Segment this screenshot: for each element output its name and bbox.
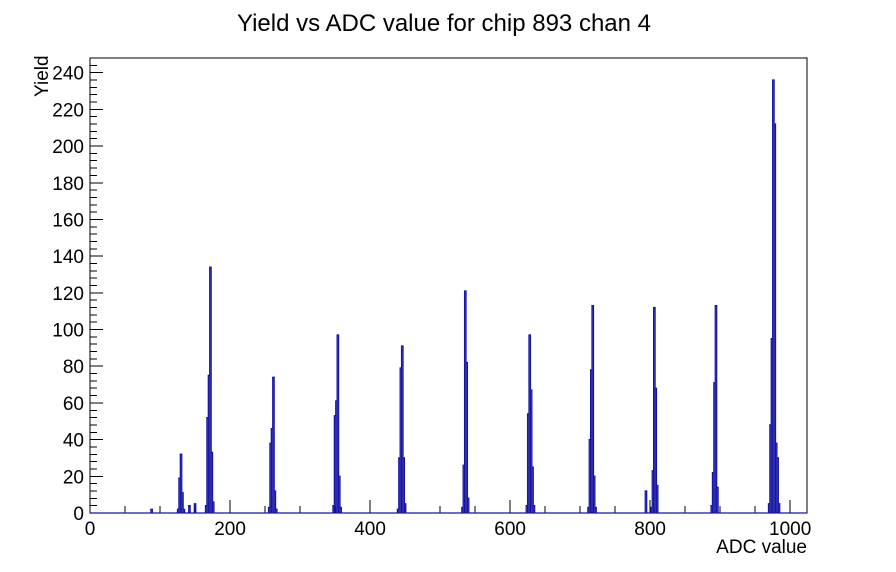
y-tick-label: 160 [52, 210, 84, 231]
y-tick-label: 0 [73, 504, 84, 525]
x-tick-label: 1000 [769, 519, 811, 540]
y-tick-label: 100 [52, 321, 84, 342]
y-axis-label: Yield [32, 55, 53, 97]
x-tick-label: 600 [494, 519, 526, 540]
x-tick-label: 0 [85, 519, 96, 540]
y-tick-label: 180 [52, 174, 84, 195]
x-tick-label: 200 [214, 519, 246, 540]
y-tick-label: 80 [63, 357, 84, 378]
plot-frame [89, 57, 808, 514]
chart-title: Yield vs ADC value for chip 893 chan 4 [237, 10, 651, 37]
x-tick-label: 800 [634, 519, 666, 540]
x-axis-label: ADC value [716, 537, 807, 558]
y-tick-label: 140 [52, 247, 84, 268]
y-tick-label: 40 [63, 431, 84, 452]
y-tick-label: 60 [63, 394, 84, 415]
y-tick-label: 220 [52, 100, 84, 121]
y-tick-label: 240 [52, 64, 84, 85]
x-axis-tick-labels: 0 200 400 600 800 1000 [85, 519, 812, 540]
x-tick-label: 400 [354, 519, 386, 540]
histogram-series-path [90, 79, 807, 514]
y-axis-ticks [90, 64, 103, 514]
x-axis-ticks [89, 500, 791, 513]
y-tick-label: 120 [52, 284, 84, 305]
y-tick-label: 200 [52, 137, 84, 158]
y-axis-tick-labels: 0 20 40 60 80 100 120 140 160 180 200 220 240 [52, 64, 84, 525]
y-tick-label: 20 [63, 467, 84, 488]
